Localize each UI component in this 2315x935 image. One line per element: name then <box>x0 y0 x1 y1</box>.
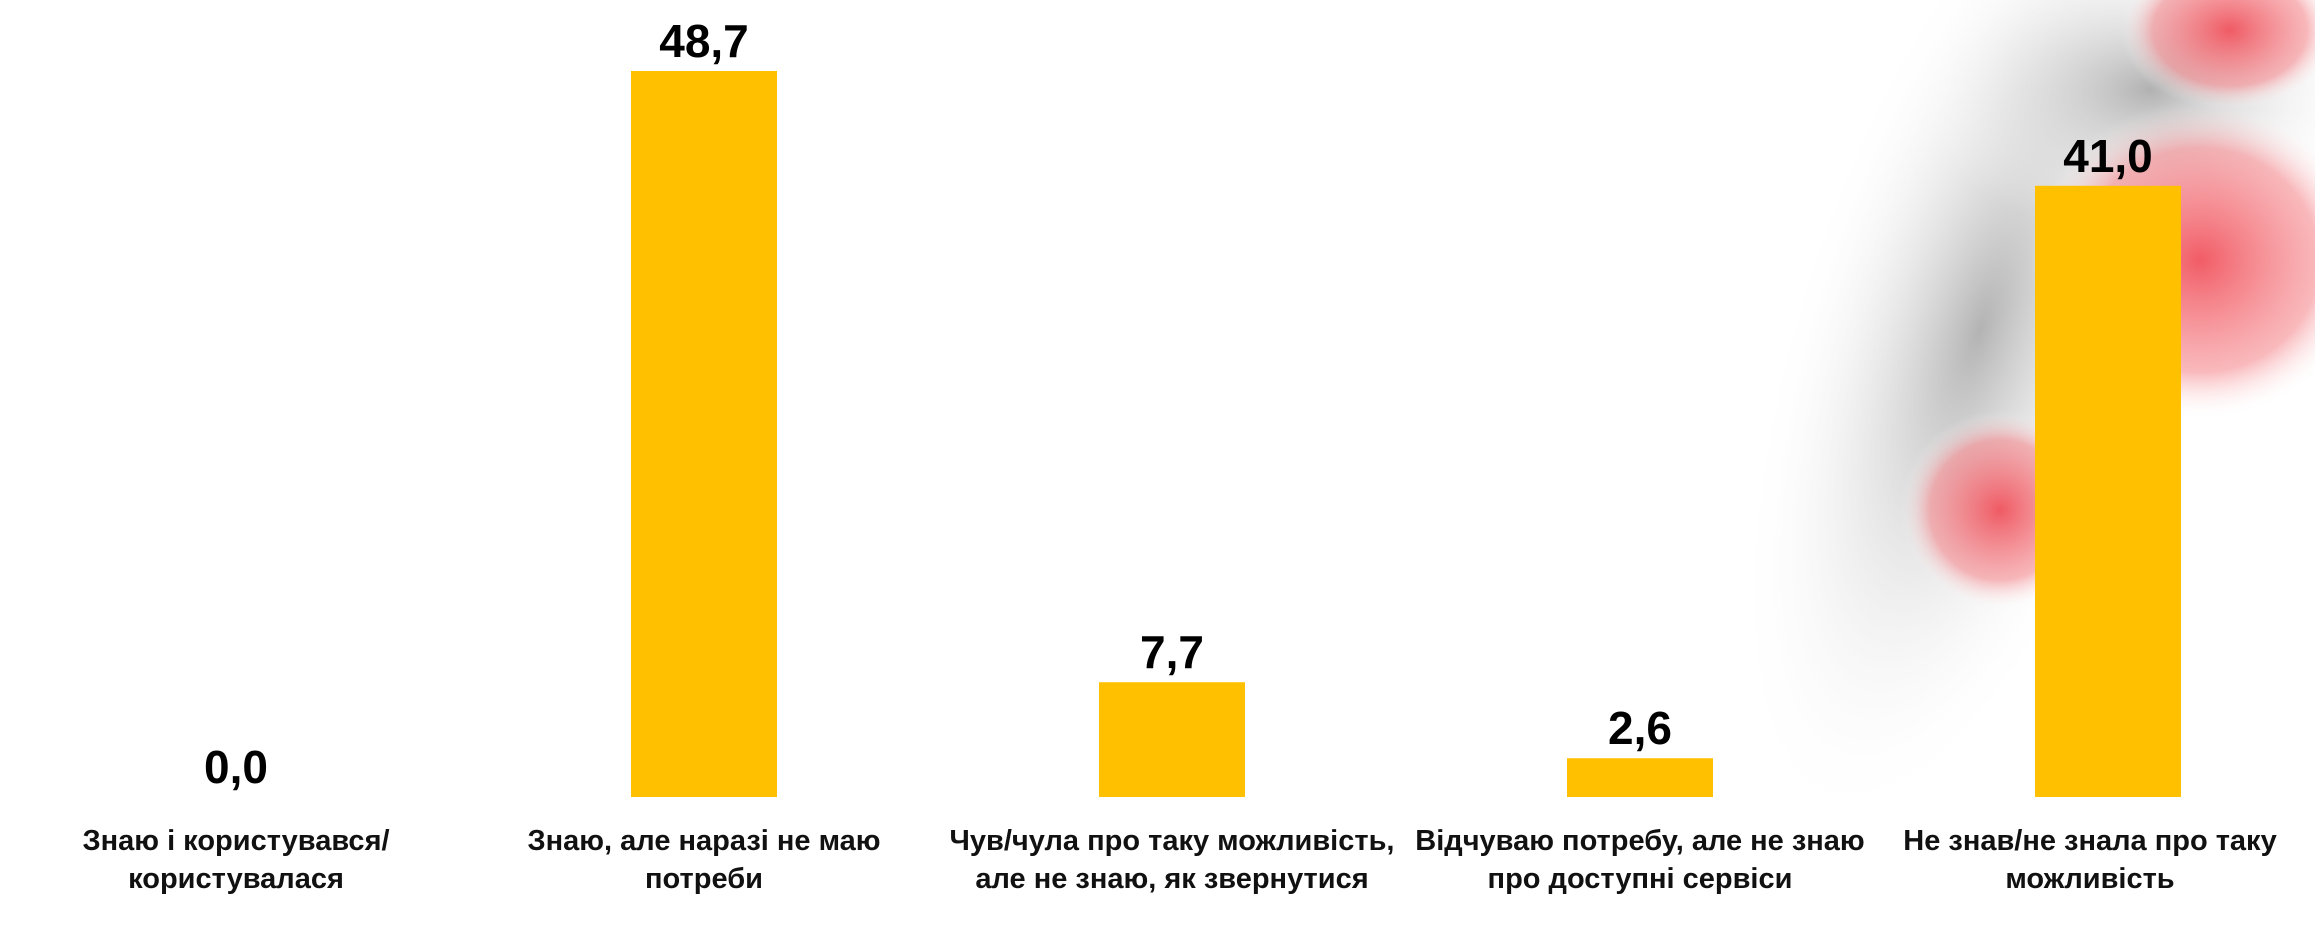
value-label: 7,7 <box>1140 626 1204 678</box>
category-label: Знаю, але наразі не маю потреби <box>527 825 881 895</box>
category-label: Не знав/не знала про таку можливість <box>1903 825 2277 895</box>
bar <box>1567 758 1713 797</box>
bar <box>2035 185 2181 797</box>
value-label: 48,7 <box>659 15 749 67</box>
value-label: 41,0 <box>2063 130 2153 182</box>
bar <box>631 71 777 797</box>
category-label: Відчуваю потребу, але не знаю про доступ… <box>1415 825 1865 895</box>
background-decoration <box>1738 0 2315 829</box>
value-label: 0,0 <box>204 741 268 793</box>
bar <box>1099 682 1245 797</box>
category-label: Знаю і користувався/користувалася <box>82 825 390 895</box>
value-label: 2,6 <box>1608 702 1672 754</box>
category-label: Чув/чула про таку можливість, але не зна… <box>949 825 1395 895</box>
